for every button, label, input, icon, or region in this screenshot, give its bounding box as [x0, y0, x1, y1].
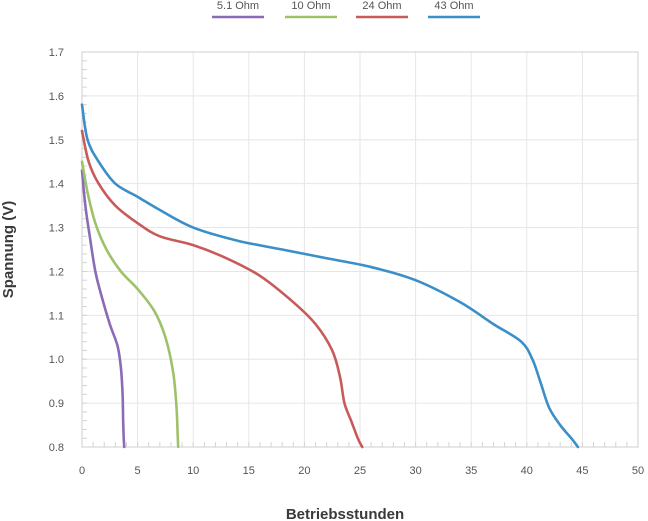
x-tick-label: 10 [187, 465, 199, 477]
y-tick-label: 1.1 [49, 310, 64, 322]
y-tick-label: 1.7 [49, 47, 64, 59]
x-tick-labels: 0 5 10 15 20 25 30 35 40 45 50 [79, 465, 644, 477]
x-axis-title: Betriebsstunden [286, 506, 404, 521]
x-tick-label: 15 [243, 465, 255, 477]
x-tick-label: 50 [632, 465, 644, 477]
series-lines [80, 103, 580, 449]
series-line-0 [80, 169, 126, 449]
series-line-2 [80, 129, 364, 449]
y-tick-label: 1.2 [49, 266, 64, 278]
y-tick-label: 1.5 [49, 135, 64, 147]
y-tick-label: 0.8 [49, 442, 64, 454]
y-tick-label: 1.3 [49, 223, 64, 235]
x-tick-label: 30 [409, 465, 421, 477]
x-tick-label: 0 [79, 465, 85, 477]
x-tick-label: 5 [135, 465, 141, 477]
legend: 5.1 Ohm 10 Ohm 24 Ohm 43 Ohm [212, 0, 480, 19]
y-axis-title: Spannung (V) [0, 201, 17, 299]
plot-frame [81, 51, 639, 448]
series-line-1 [80, 160, 180, 449]
x-tick-label: 40 [521, 465, 533, 477]
y-tick-label: 0.9 [49, 398, 64, 410]
y-tick-label: 1.4 [49, 179, 64, 191]
x-tick-label: 45 [576, 465, 588, 477]
legend-label: 5.1 Ohm [217, 0, 259, 12]
legend-label: 24 Ohm [362, 0, 401, 12]
y-tick-label: 1.6 [49, 91, 64, 103]
x-tick-label: 20 [298, 465, 310, 477]
legend-label: 43 Ohm [434, 0, 473, 12]
x-tick-label: 35 [465, 465, 477, 477]
y-tick-label: 1.0 [49, 354, 64, 366]
series-line-3 [80, 103, 580, 449]
legend-label: 10 Ohm [291, 0, 330, 12]
x-tick-label: 25 [354, 465, 366, 477]
y-tick-labels: 0.8 0.9 1.0 1.1 1.2 1.3 1.4 1.5 1.6 1.7 [49, 47, 64, 454]
